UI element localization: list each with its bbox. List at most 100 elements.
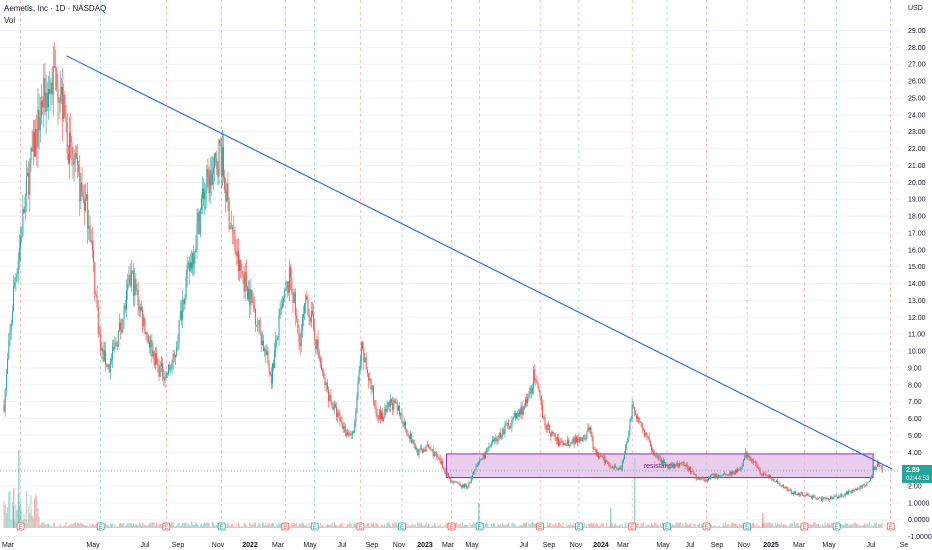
y-tick-label: 25.00: [908, 95, 926, 102]
volume-bar: [598, 526, 600, 528]
candle-body: [226, 183, 228, 201]
candle-body: [60, 86, 62, 95]
volume-bar: [796, 522, 798, 528]
candle-body: [242, 273, 244, 277]
volume-bar: [821, 526, 823, 528]
candle-body: [507, 422, 509, 427]
candle-body: [21, 236, 23, 238]
resistance-zone-label: resistance: [644, 463, 676, 470]
volume-bar: [566, 525, 568, 528]
candle-body: [376, 413, 378, 418]
candle-body: [444, 468, 446, 473]
volume-bar: [739, 523, 741, 528]
candle-body: [719, 475, 721, 476]
candle-body: [450, 478, 452, 482]
volume-bar: [685, 522, 687, 528]
volume-bar: [795, 525, 797, 528]
earnings-marker: [663, 522, 671, 531]
volume-bar: [738, 526, 740, 528]
candle-body: [7, 359, 9, 374]
y-tick-label: 16.00: [908, 247, 926, 254]
volume-bar: [544, 526, 546, 528]
candle-body: [348, 431, 350, 436]
volume-bar: [45, 524, 47, 528]
candle-body: [439, 457, 441, 464]
volume-bar: [117, 526, 119, 528]
candle-body: [44, 78, 46, 113]
candle-body: [669, 465, 671, 467]
volume-bar: [60, 526, 62, 528]
candle-body: [589, 427, 591, 430]
volume-bar: [50, 525, 52, 528]
candle-body: [821, 498, 823, 501]
volume-bar: [466, 524, 468, 528]
volume-bar: [318, 526, 320, 528]
volume-bar: [81, 523, 83, 528]
candle-body: [260, 333, 262, 346]
volume-bar: [373, 523, 375, 528]
candle-body: [738, 469, 740, 470]
volume-bar: [535, 523, 537, 528]
volume-bar: [67, 525, 69, 528]
candle-body: [165, 372, 167, 377]
candle-body: [30, 147, 32, 163]
volume-bar: [825, 525, 827, 528]
volume-bar: [416, 526, 418, 528]
candle-body: [710, 475, 712, 479]
candle-body: [426, 444, 428, 446]
candle-body: [218, 139, 220, 177]
volume-bar: [520, 524, 522, 528]
candle-body: [257, 324, 259, 325]
candle-body: [16, 273, 18, 278]
volume-bar: [465, 524, 467, 528]
volume-bar: [824, 522, 826, 528]
y-tick-label: -1.0000: [908, 534, 932, 541]
candle-body: [747, 455, 749, 458]
candle-body: [69, 132, 71, 164]
last-price-badge: [902, 464, 932, 483]
candle-body: [659, 457, 661, 460]
volume-bar: [5, 512, 7, 528]
candle-body: [610, 466, 612, 467]
volume-bar: [8, 492, 10, 528]
candle-body: [419, 447, 421, 450]
candle-body: [56, 68, 58, 89]
candle-body: [363, 348, 365, 363]
volume-bar: [9, 490, 11, 528]
volume-bar: [701, 523, 703, 528]
candle-body: [722, 473, 724, 476]
volume-bar: [683, 526, 685, 528]
volume-bar: [432, 525, 434, 528]
candle-body: [347, 431, 349, 436]
volume-bar: [51, 526, 53, 528]
candle-body: [27, 172, 29, 177]
candle-body: [488, 446, 490, 449]
candle-body: [256, 324, 258, 326]
candle-body: [649, 441, 651, 445]
candle-body: [513, 413, 515, 418]
volume-bar: [874, 523, 876, 528]
volume-bar: [442, 526, 444, 528]
candle-body: [582, 437, 584, 439]
volume-bar: [307, 526, 309, 528]
candle-body: [607, 461, 609, 464]
volume-bar: [879, 524, 881, 528]
earnings-marker-label: E: [358, 525, 362, 531]
volume-bar: [370, 522, 372, 528]
volume-bar: [646, 525, 648, 528]
candle-body: [538, 387, 540, 392]
volume-bar: [3, 500, 5, 528]
volume-bar: [789, 523, 791, 528]
candle-body: [566, 439, 568, 444]
candle-body: [307, 299, 309, 316]
candle-body: [180, 311, 182, 320]
candle-body: [374, 400, 376, 406]
candle-body: [778, 483, 780, 484]
candle-body: [654, 453, 656, 456]
candle-body: [496, 440, 498, 442]
candle-body: [220, 143, 222, 176]
volume-bar: [758, 524, 760, 528]
candle-body: [672, 463, 674, 464]
volume-bar: [182, 523, 184, 528]
